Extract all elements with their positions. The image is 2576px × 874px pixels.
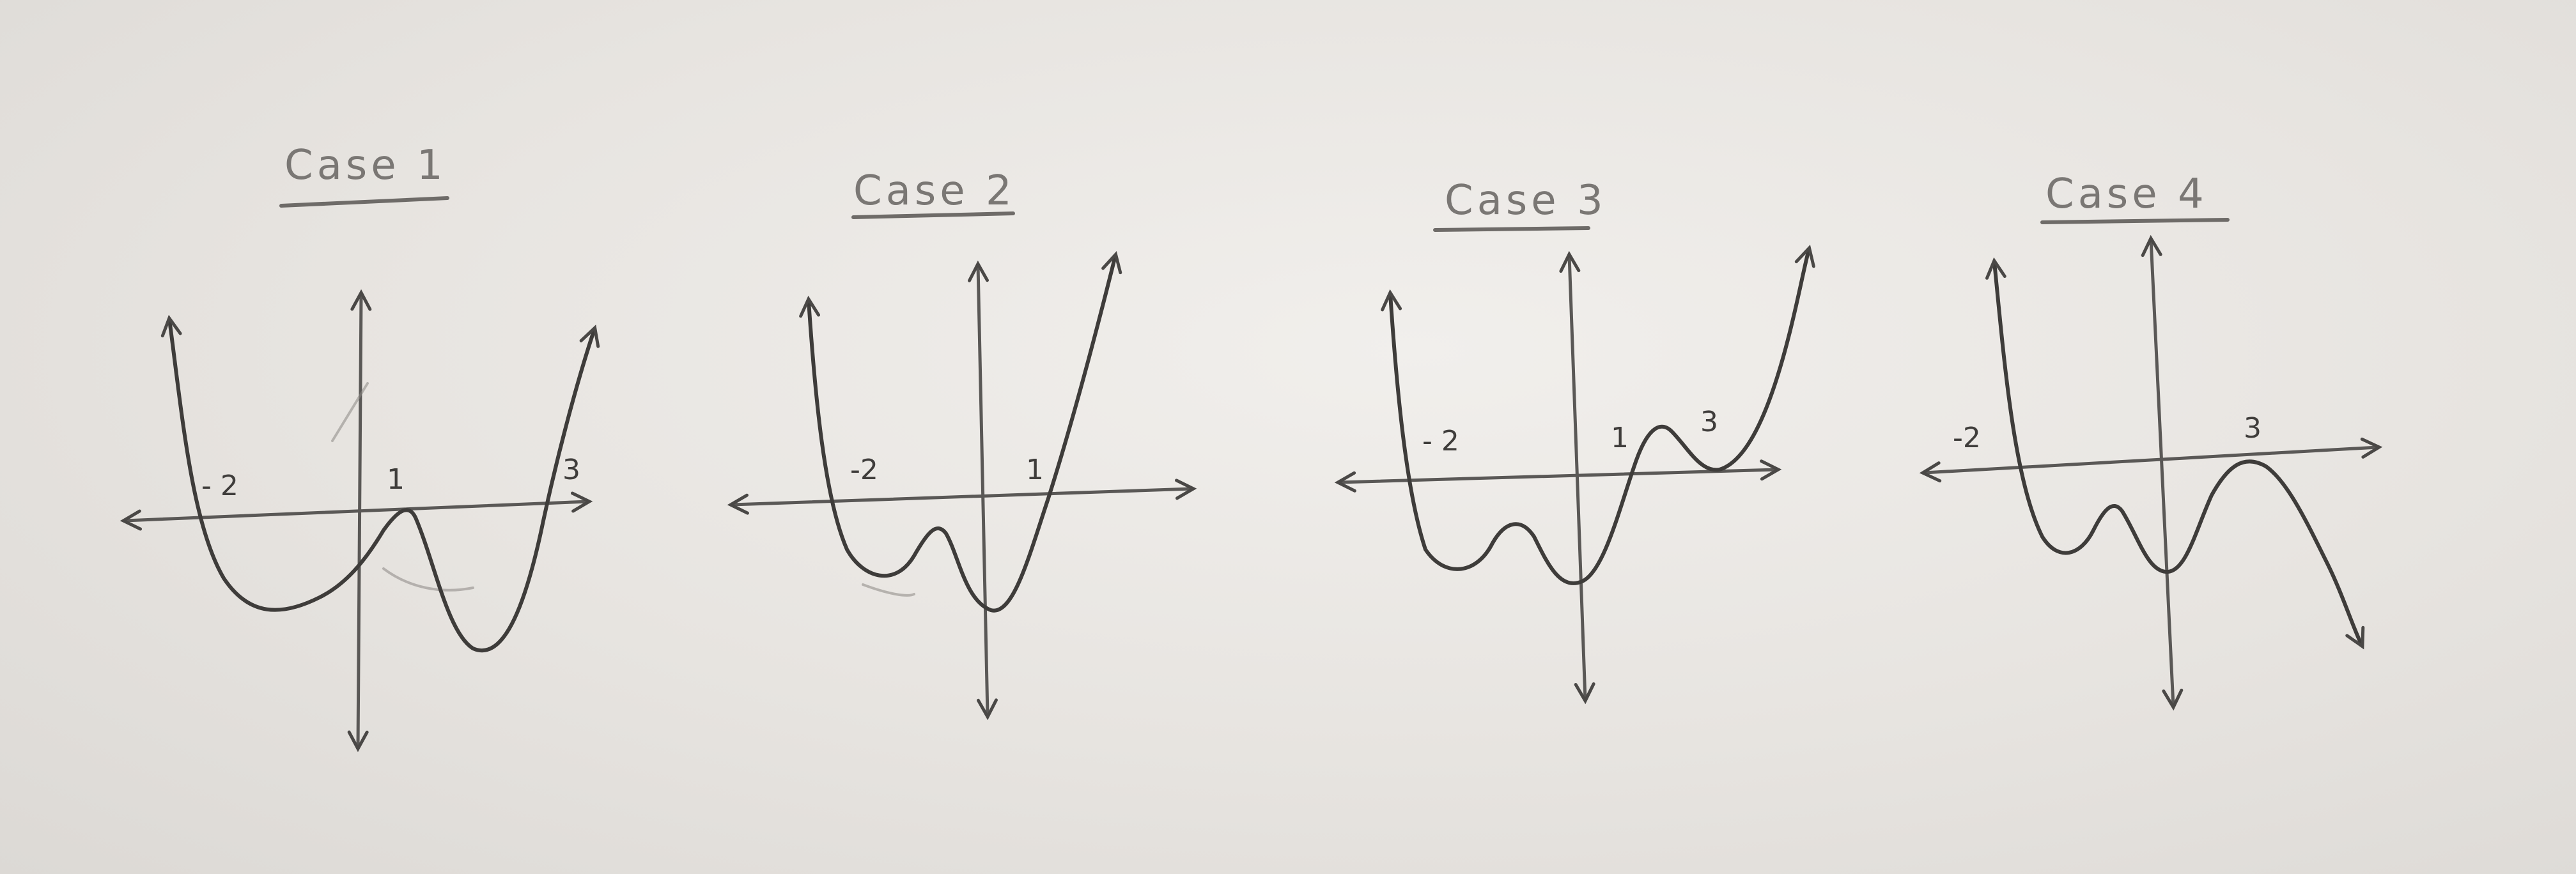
case-2-title-underline — [851, 211, 1015, 219]
case-3-title-underline — [1433, 226, 1590, 232]
case-4-title: Case 4 — [2045, 171, 2208, 218]
case-2-shading — [862, 583, 915, 597]
case-4-tick-3: 3 — [2244, 412, 2262, 445]
case-1-title: Case 1 — [284, 142, 447, 189]
case-1-tick-3: 3 — [563, 454, 580, 486]
case-3-tick-neg2: - 2 — [1422, 425, 1459, 457]
case-4-curve — [1985, 257, 2365, 650]
case-1-erased-stroke — [382, 567, 474, 592]
case-1-y-axis — [347, 289, 372, 753]
case-4-y-axis — [2141, 234, 2184, 711]
case-1-tick-1: 1 — [387, 463, 405, 496]
case-3-curve — [1381, 244, 1815, 585]
case-1-x-axis — [120, 491, 593, 531]
case-3-tick-3: 3 — [1700, 406, 1718, 438]
case-3-tick-1: 1 — [1611, 422, 1629, 454]
case-3-y-axis — [1559, 250, 1595, 705]
case-4-x-axis — [1919, 437, 2383, 483]
case-2-title: Case 2 — [853, 167, 1016, 215]
case-2-curve — [799, 250, 1122, 613]
case-3-panel: Case 3 - 2 1 3 — [1334, 177, 1815, 705]
case-2-panel: Case 2 -2 1 — [727, 167, 1197, 721]
case-1-stray-mark — [331, 382, 369, 442]
case-1-title-underline — [279, 196, 449, 208]
case-2-y-axis — [968, 260, 998, 721]
case-2-tick-1: 1 — [1026, 454, 1044, 486]
case-4-tick-neg2: -2 — [1953, 422, 1981, 454]
case-3-title: Case 3 — [1445, 177, 1607, 224]
case-1-panel: Case 1 - 2 1 3 — [120, 142, 600, 753]
case-2-tick-neg2: -2 — [850, 454, 878, 486]
case-1-curve — [160, 314, 600, 653]
case-4-title-underline — [2040, 218, 2230, 224]
case-1-tick-neg2: - 2 — [201, 470, 238, 502]
case-2-x-axis — [727, 479, 1197, 515]
case-4-panel: Case 4 -2 3 — [1919, 171, 2383, 711]
case-3-x-axis — [1334, 459, 1782, 493]
